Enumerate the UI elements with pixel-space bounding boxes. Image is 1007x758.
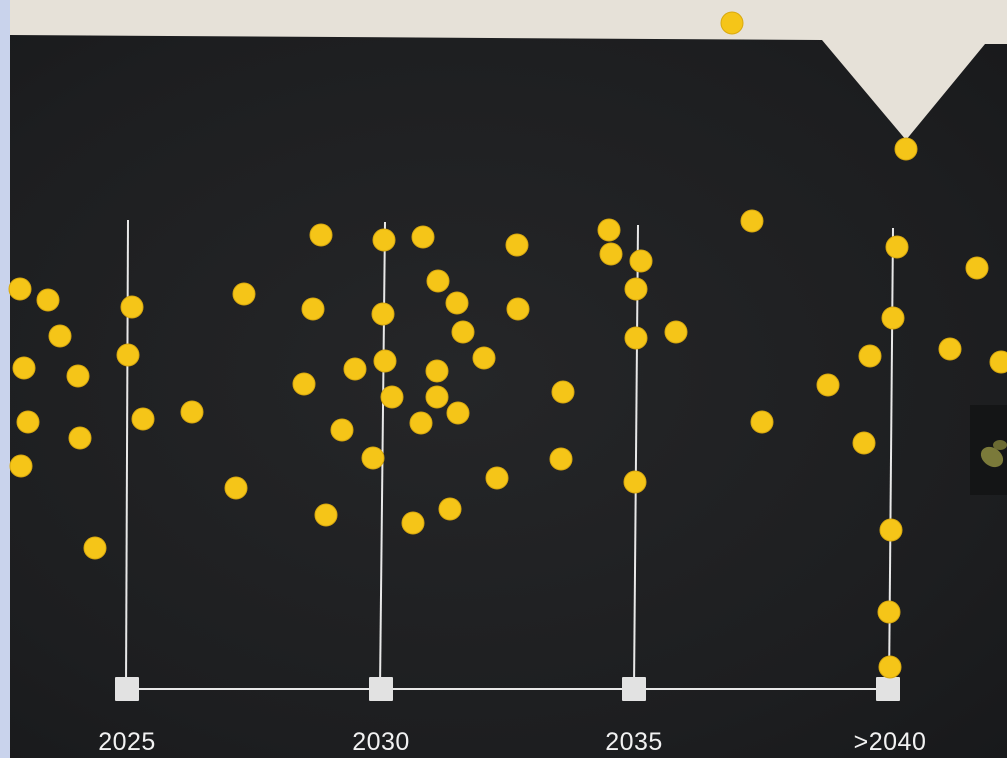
yellow-dot: [878, 655, 902, 679]
yellow-dot: [624, 277, 648, 301]
yellow-dot: [885, 235, 909, 259]
yellow-dot: [879, 518, 903, 542]
dark-wall: [10, 0, 1007, 758]
yellow-dot: [343, 357, 367, 381]
yellow-dot: [8, 277, 32, 301]
yellow-dot: [989, 350, 1007, 374]
yellow-dot: [120, 295, 144, 319]
top-banner: [10, 0, 1007, 140]
yellow-dot: [472, 346, 496, 370]
yellow-dot: [629, 249, 653, 273]
yellow-dot: [426, 269, 450, 293]
yellow-dot: [720, 11, 744, 35]
yellow-dot: [16, 410, 40, 434]
yellow-dot: [314, 503, 338, 527]
yellow-dot: [83, 536, 107, 560]
yellow-dot: [48, 324, 72, 348]
year-label-after-2040: >2040: [853, 728, 927, 756]
yellow-dot: [36, 288, 60, 312]
yellow-dot: [12, 356, 36, 380]
yellow-dot: [740, 209, 764, 233]
yellow-dot: [451, 320, 475, 344]
yellow-dot: [445, 291, 469, 315]
yellow-dot: [373, 349, 397, 373]
yellow-dot: [131, 407, 155, 431]
yellow-dot: [411, 225, 435, 249]
sticker-dots: [8, 11, 1007, 679]
year-post-2: [633, 224, 639, 689]
plant-edge: [970, 405, 1007, 495]
yellow-dot: [425, 359, 449, 383]
yellow-dot: [372, 228, 396, 252]
yellow-dot: [116, 343, 140, 367]
yellow-dot: [9, 454, 33, 478]
yellow-dot: [361, 446, 385, 470]
yellow-dot: [425, 385, 449, 409]
yellow-dot: [180, 400, 204, 424]
yellow-dot: [965, 256, 989, 280]
year-label-2035: 2035: [605, 728, 663, 756]
yellow-dot: [551, 380, 575, 404]
yellow-dot: [549, 447, 573, 471]
yellow-dot: [623, 470, 647, 494]
yellow-dot: [505, 233, 529, 257]
yellow-dot: [68, 426, 92, 450]
yellow-dot: [938, 337, 962, 361]
year-marker-2: [622, 677, 646, 701]
yellow-dot: [750, 410, 774, 434]
year-marker-1: [369, 677, 393, 701]
yellow-dot: [599, 242, 623, 266]
yellow-dot: [438, 497, 462, 521]
yellow-dot: [380, 385, 404, 409]
yellow-dot: [330, 418, 354, 442]
yellow-dot: [292, 372, 316, 396]
yellow-dot: [506, 297, 530, 321]
yellow-dot: [401, 511, 425, 535]
yellow-dot: [664, 320, 688, 344]
yellow-dot: [894, 137, 918, 161]
yellow-dot: [371, 302, 395, 326]
year-post-0: [125, 219, 129, 689]
yellow-dot: [446, 401, 470, 425]
yellow-dot: [858, 344, 882, 368]
yellow-dot: [816, 373, 840, 397]
yellow-dot: [224, 476, 248, 500]
year-label-2030: 2030: [352, 728, 410, 756]
yellow-dot: [877, 600, 901, 624]
yellow-dot: [309, 223, 333, 247]
yellow-dot: [409, 411, 433, 435]
year-marker-0: [115, 677, 139, 701]
yellow-dot: [301, 297, 325, 321]
yellow-dot: [881, 306, 905, 330]
yellow-dot: [485, 466, 509, 490]
year-label-2025: 2025: [98, 728, 156, 756]
year-marker-3: [876, 677, 900, 701]
yellow-dot: [597, 218, 621, 242]
yellow-dot: [624, 326, 648, 350]
yellow-dot: [852, 431, 876, 455]
yellow-dot: [232, 282, 256, 306]
yellow-dot: [66, 364, 90, 388]
